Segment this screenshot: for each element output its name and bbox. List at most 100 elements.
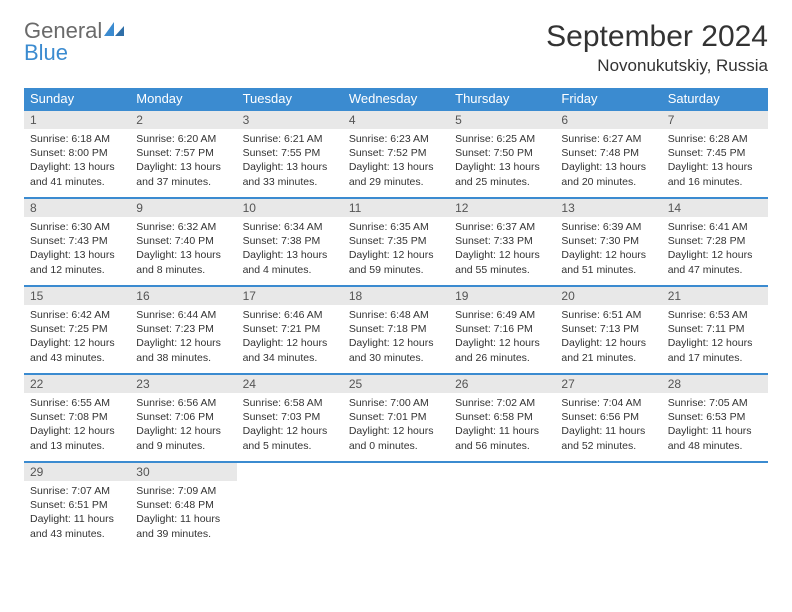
day-number: 4 (343, 111, 449, 129)
day-number: 29 (24, 463, 130, 481)
calendar-cell: 21Sunrise: 6:53 AMSunset: 7:11 PMDayligh… (662, 286, 768, 374)
calendar-cell: 30Sunrise: 7:09 AMSunset: 6:48 PMDayligh… (130, 462, 236, 550)
calendar-cell: 15Sunrise: 6:42 AMSunset: 7:25 PMDayligh… (24, 286, 130, 374)
calendar-cell: 28Sunrise: 7:05 AMSunset: 6:53 PMDayligh… (662, 374, 768, 462)
day-info: Sunrise: 6:55 AMSunset: 7:08 PMDaylight:… (24, 393, 130, 457)
day-number: 15 (24, 287, 130, 305)
calendar-cell: 22Sunrise: 6:55 AMSunset: 7:08 PMDayligh… (24, 374, 130, 462)
location: Novonukutskiy, Russia (546, 56, 768, 76)
day-info: Sunrise: 6:39 AMSunset: 7:30 PMDaylight:… (555, 217, 661, 281)
day-number: 27 (555, 375, 661, 393)
day-info: Sunrise: 7:00 AMSunset: 7:01 PMDaylight:… (343, 393, 449, 457)
day-number: 26 (449, 375, 555, 393)
day-info: Sunrise: 6:23 AMSunset: 7:52 PMDaylight:… (343, 129, 449, 193)
calendar-cell: 1Sunrise: 6:18 AMSunset: 8:00 PMDaylight… (24, 110, 130, 198)
day-number: 3 (237, 111, 343, 129)
calendar-cell: 4Sunrise: 6:23 AMSunset: 7:52 PMDaylight… (343, 110, 449, 198)
calendar-row: 1Sunrise: 6:18 AMSunset: 8:00 PMDaylight… (24, 110, 768, 198)
calendar-cell: 12Sunrise: 6:37 AMSunset: 7:33 PMDayligh… (449, 198, 555, 286)
day-number: 10 (237, 199, 343, 217)
day-info: Sunrise: 6:49 AMSunset: 7:16 PMDaylight:… (449, 305, 555, 369)
day-number: 21 (662, 287, 768, 305)
day-info: Sunrise: 6:37 AMSunset: 7:33 PMDaylight:… (449, 217, 555, 281)
day-number: 7 (662, 111, 768, 129)
day-number: 2 (130, 111, 236, 129)
day-info: Sunrise: 6:41 AMSunset: 7:28 PMDaylight:… (662, 217, 768, 281)
calendar-row: 8Sunrise: 6:30 AMSunset: 7:43 PMDaylight… (24, 198, 768, 286)
day-info: Sunrise: 6:34 AMSunset: 7:38 PMDaylight:… (237, 217, 343, 281)
day-info: Sunrise: 6:53 AMSunset: 7:11 PMDaylight:… (662, 305, 768, 369)
day-info: Sunrise: 6:35 AMSunset: 7:35 PMDaylight:… (343, 217, 449, 281)
day-info: Sunrise: 6:58 AMSunset: 7:03 PMDaylight:… (237, 393, 343, 457)
day-info: Sunrise: 6:21 AMSunset: 7:55 PMDaylight:… (237, 129, 343, 193)
calendar-cell: 20Sunrise: 6:51 AMSunset: 7:13 PMDayligh… (555, 286, 661, 374)
day-info: Sunrise: 7:02 AMSunset: 6:58 PMDaylight:… (449, 393, 555, 457)
day-info: Sunrise: 6:51 AMSunset: 7:13 PMDaylight:… (555, 305, 661, 369)
calendar-cell: 25Sunrise: 7:00 AMSunset: 7:01 PMDayligh… (343, 374, 449, 462)
day-number: 16 (130, 287, 236, 305)
calendar-cell: 27Sunrise: 7:04 AMSunset: 6:56 PMDayligh… (555, 374, 661, 462)
calendar-cell: 10Sunrise: 6:34 AMSunset: 7:38 PMDayligh… (237, 198, 343, 286)
day-number: 12 (449, 199, 555, 217)
calendar-cell: 7Sunrise: 6:28 AMSunset: 7:45 PMDaylight… (662, 110, 768, 198)
day-info: Sunrise: 6:46 AMSunset: 7:21 PMDaylight:… (237, 305, 343, 369)
day-number: 30 (130, 463, 236, 481)
calendar-cell: 11Sunrise: 6:35 AMSunset: 7:35 PMDayligh… (343, 198, 449, 286)
logo-word2: Blue (24, 40, 68, 65)
calendar-cell: 23Sunrise: 6:56 AMSunset: 7:06 PMDayligh… (130, 374, 236, 462)
header: General Blue September 2024 Novonukutski… (24, 20, 768, 76)
logo: General Blue (24, 20, 126, 64)
day-number: 28 (662, 375, 768, 393)
calendar-cell: 9Sunrise: 6:32 AMSunset: 7:40 PMDaylight… (130, 198, 236, 286)
calendar-table: SundayMondayTuesdayWednesdayThursdayFrid… (24, 88, 768, 550)
calendar-row: 29Sunrise: 7:07 AMSunset: 6:51 PMDayligh… (24, 462, 768, 550)
calendar-cell: 19Sunrise: 6:49 AMSunset: 7:16 PMDayligh… (449, 286, 555, 374)
day-number: 1 (24, 111, 130, 129)
day-number: 13 (555, 199, 661, 217)
calendar-cell: 5Sunrise: 6:25 AMSunset: 7:50 PMDaylight… (449, 110, 555, 198)
weekday-header: Monday (130, 88, 236, 110)
day-info: Sunrise: 6:42 AMSunset: 7:25 PMDaylight:… (24, 305, 130, 369)
calendar-cell (449, 462, 555, 550)
day-info: Sunrise: 6:48 AMSunset: 7:18 PMDaylight:… (343, 305, 449, 369)
calendar-cell: 2Sunrise: 6:20 AMSunset: 7:57 PMDaylight… (130, 110, 236, 198)
logo-text: General Blue (24, 20, 126, 64)
day-info: Sunrise: 6:25 AMSunset: 7:50 PMDaylight:… (449, 129, 555, 193)
weekday-header: Friday (555, 88, 661, 110)
calendar-body: 1Sunrise: 6:18 AMSunset: 8:00 PMDaylight… (24, 110, 768, 550)
calendar-cell: 17Sunrise: 6:46 AMSunset: 7:21 PMDayligh… (237, 286, 343, 374)
day-number: 11 (343, 199, 449, 217)
calendar-cell: 16Sunrise: 6:44 AMSunset: 7:23 PMDayligh… (130, 286, 236, 374)
day-info: Sunrise: 7:04 AMSunset: 6:56 PMDaylight:… (555, 393, 661, 457)
day-number: 24 (237, 375, 343, 393)
day-info: Sunrise: 6:32 AMSunset: 7:40 PMDaylight:… (130, 217, 236, 281)
title-block: September 2024 Novonukutskiy, Russia (546, 20, 768, 76)
day-info: Sunrise: 7:05 AMSunset: 6:53 PMDaylight:… (662, 393, 768, 457)
calendar-row: 15Sunrise: 6:42 AMSunset: 7:25 PMDayligh… (24, 286, 768, 374)
day-number: 23 (130, 375, 236, 393)
day-number: 20 (555, 287, 661, 305)
calendar-head: SundayMondayTuesdayWednesdayThursdayFrid… (24, 88, 768, 110)
calendar-cell: 24Sunrise: 6:58 AMSunset: 7:03 PMDayligh… (237, 374, 343, 462)
calendar-cell (662, 462, 768, 550)
day-number: 8 (24, 199, 130, 217)
calendar-cell: 13Sunrise: 6:39 AMSunset: 7:30 PMDayligh… (555, 198, 661, 286)
calendar-cell: 8Sunrise: 6:30 AMSunset: 7:43 PMDaylight… (24, 198, 130, 286)
calendar-cell (555, 462, 661, 550)
calendar-cell: 26Sunrise: 7:02 AMSunset: 6:58 PMDayligh… (449, 374, 555, 462)
weekday-header: Sunday (24, 88, 130, 110)
day-info: Sunrise: 6:56 AMSunset: 7:06 PMDaylight:… (130, 393, 236, 457)
day-number: 6 (555, 111, 661, 129)
calendar-cell: 29Sunrise: 7:07 AMSunset: 6:51 PMDayligh… (24, 462, 130, 550)
calendar-row: 22Sunrise: 6:55 AMSunset: 7:08 PMDayligh… (24, 374, 768, 462)
day-number: 18 (343, 287, 449, 305)
day-number: 17 (237, 287, 343, 305)
day-number: 5 (449, 111, 555, 129)
calendar-cell (237, 462, 343, 550)
calendar-cell: 18Sunrise: 6:48 AMSunset: 7:18 PMDayligh… (343, 286, 449, 374)
day-info: Sunrise: 6:30 AMSunset: 7:43 PMDaylight:… (24, 217, 130, 281)
day-number: 14 (662, 199, 768, 217)
day-info: Sunrise: 6:18 AMSunset: 8:00 PMDaylight:… (24, 129, 130, 193)
day-info: Sunrise: 6:20 AMSunset: 7:57 PMDaylight:… (130, 129, 236, 193)
day-number: 25 (343, 375, 449, 393)
